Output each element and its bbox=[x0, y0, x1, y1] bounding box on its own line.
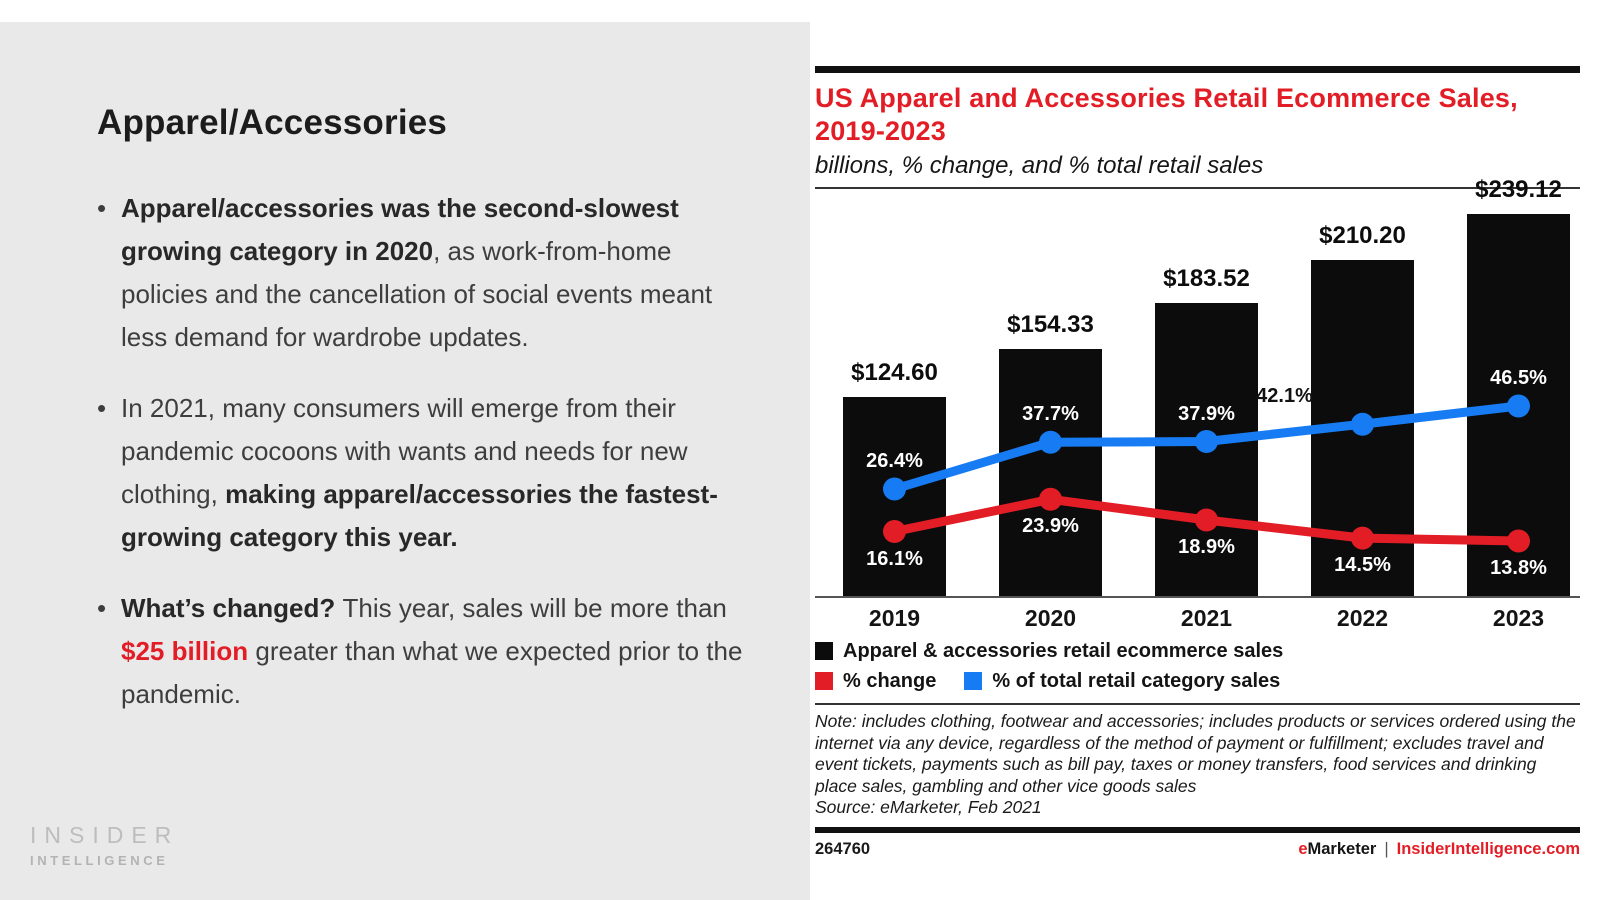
pct-of-total-label-2023: 46.5% bbox=[1490, 367, 1547, 389]
bullet-list: • Apparel/accessories was the second-slow… bbox=[97, 187, 745, 716]
bullet-text: In 2021, many consumers will emerge from… bbox=[121, 393, 718, 552]
pct-of-total-label-2019: 26.4% bbox=[866, 449, 923, 472]
logo-line-intelligence: INTELLIGENCE bbox=[30, 853, 169, 868]
pct-change-label-2021: 18.9% bbox=[1178, 535, 1235, 558]
bar-value-label-2023: $239.12 bbox=[1475, 175, 1562, 203]
pct-of-total-point-2019 bbox=[883, 477, 906, 501]
chart-legend: Apparel & accessories retail ecommerce s… bbox=[815, 636, 1580, 696]
bar-value-label-2021: $183.52 bbox=[1163, 264, 1250, 292]
pct-of-total-label-2020: 37.7% bbox=[1022, 403, 1079, 426]
pct-of-total-point-2023 bbox=[1507, 394, 1530, 418]
pct-change-point-2020 bbox=[1039, 487, 1062, 511]
subtitle-rule bbox=[815, 187, 1580, 189]
bar-value-label-2022: $210.20 bbox=[1319, 222, 1406, 250]
emarketer-logo-rest: Marketer bbox=[1307, 839, 1377, 858]
bullet-item: • What’s changed? This year, sales will b… bbox=[97, 587, 745, 716]
legend-label: % change bbox=[843, 669, 937, 692]
pct-of-total-point-2020 bbox=[1039, 430, 1062, 454]
year-label-2022: 2022 bbox=[1336, 605, 1389, 631]
legend-row-2: % change % of total retail category sales bbox=[815, 666, 1580, 696]
legend-swatch bbox=[815, 642, 833, 660]
footer-separator: | bbox=[1384, 839, 1389, 858]
pct-of-total-label-2022: 42.1% bbox=[1256, 385, 1313, 408]
pct-change-label-2022: 14.5% bbox=[1334, 554, 1391, 577]
legend-swatch bbox=[815, 672, 833, 690]
legend-row-1: Apparel & accessories retail ecommerce s… bbox=[815, 636, 1580, 666]
legend-item: % change bbox=[815, 670, 936, 693]
chart-note: Note: includes clothing, footwear and ac… bbox=[815, 711, 1576, 796]
pct-change-point-2023 bbox=[1507, 529, 1530, 553]
legend-label: % of total retail category sales bbox=[992, 669, 1281, 692]
insider-intelligence-link: InsiderIntelligence.com bbox=[1396, 839, 1580, 858]
chart-subtitle: billions, % change, and % total retail s… bbox=[815, 152, 1264, 179]
pct-change-label-2023: 13.8% bbox=[1490, 557, 1547, 580]
line-series-layer bbox=[883, 394, 1530, 553]
year-label-2020: 2020 bbox=[1024, 605, 1077, 631]
chart-title: US Apparel and Accessories Retail Ecomme… bbox=[815, 83, 1518, 146]
x-axis-labels: 2019 2020 2021 2022 2023 bbox=[815, 598, 1580, 634]
bullet-item: • Apparel/accessories was the second-slow… bbox=[97, 187, 745, 359]
pct-of-total-point-2021 bbox=[1195, 430, 1218, 453]
pct-change-point-2021 bbox=[1195, 508, 1218, 532]
footer-brands: eMarketer | InsiderIntelligence.com bbox=[1298, 840, 1580, 859]
bullet-item: • In 2021, many consumers will emerge fro… bbox=[97, 387, 745, 559]
bottom-rule bbox=[815, 826, 1580, 833]
left-content: Apparel/Accessories • Apparel/accessories… bbox=[0, 22, 810, 716]
pct-of-total-label-2021: 37.9% bbox=[1178, 402, 1235, 425]
pct-change-label-2020: 23.9% bbox=[1022, 515, 1079, 538]
legend-label: Apparel & accessories retail ecommerce s… bbox=[843, 639, 1284, 662]
pct-change-point-2019 bbox=[883, 520, 906, 543]
legend-swatch bbox=[964, 672, 983, 690]
year-label-2021: 2021 bbox=[1180, 605, 1233, 631]
bar-value-label-2019: $124.60 bbox=[851, 358, 938, 386]
page-title: Apparel/Accessories bbox=[97, 103, 448, 142]
chart-source: Source: eMarketer, Feb 2021 bbox=[815, 797, 1042, 817]
bullet-marker: • bbox=[97, 193, 107, 223]
legend-item: Apparel & accessories retail ecommerce s… bbox=[815, 640, 1283, 663]
note-rule bbox=[815, 703, 1580, 705]
pct-of-total-point-2022 bbox=[1351, 412, 1374, 436]
chart-card: US Apparel and Accessories Retail Ecomme… bbox=[815, 66, 1580, 859]
bullet-text: What’s changed? This year, sales will be… bbox=[121, 593, 743, 709]
logo-line-insider: INSIDER bbox=[30, 822, 180, 848]
pct-change-label-2019: 16.1% bbox=[866, 547, 923, 570]
bullet-text: Apparel/accessories was the second-slowe… bbox=[121, 193, 713, 352]
emarketer-logo-e: e bbox=[1298, 839, 1308, 858]
chart-plot-area: $124.60 $154.33 $183.52 $210.20 $239.12 26.4%… bbox=[815, 176, 1580, 598]
bar-value-label-2020: $154.33 bbox=[1007, 311, 1094, 339]
bullet-marker: • bbox=[97, 593, 107, 623]
legend-item: % of total retail category sales bbox=[964, 670, 1280, 693]
left-panel: Apparel/Accessories • Apparel/accessories… bbox=[0, 22, 810, 900]
pct-change-point-2022 bbox=[1351, 526, 1374, 550]
year-label-2019: 2019 bbox=[868, 605, 921, 631]
insider-intelligence-logo: INSIDER INTELLIGENCE bbox=[30, 822, 179, 868]
bullet-marker: • bbox=[97, 393, 107, 423]
year-label-2023: 2023 bbox=[1492, 605, 1545, 631]
top-rule bbox=[815, 66, 1580, 73]
bar-2020 bbox=[999, 349, 1102, 596]
chart-id: 264760 bbox=[815, 839, 871, 858]
chart-footer: 264760 eMarketer | InsiderIntelligence.com bbox=[815, 840, 1580, 859]
